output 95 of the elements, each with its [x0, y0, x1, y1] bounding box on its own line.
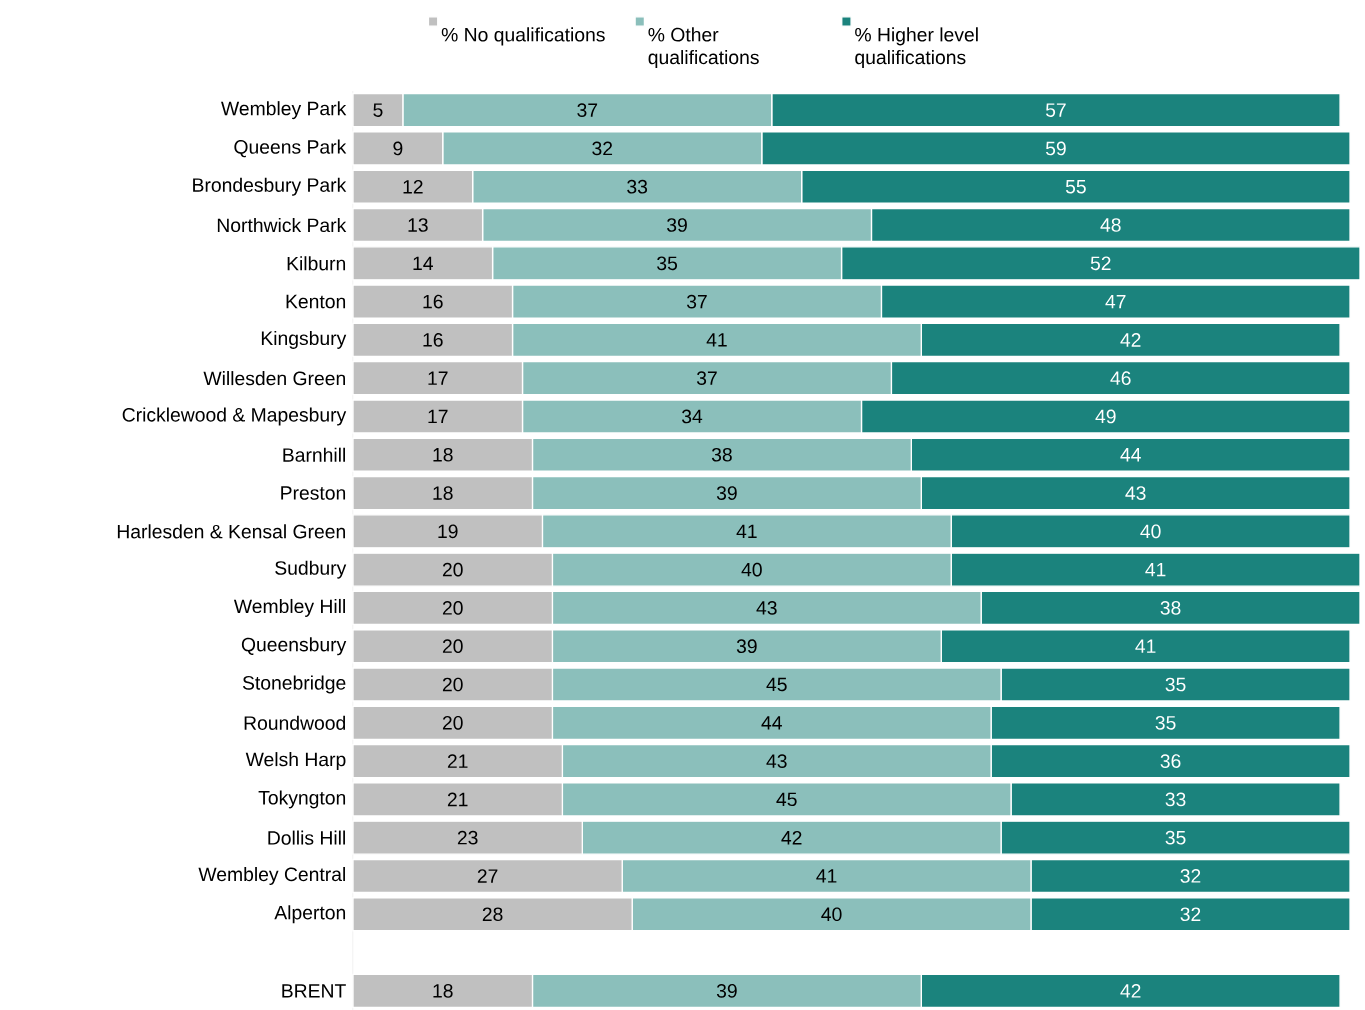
data-label: 44	[1120, 448, 1141, 462]
y-tick-label: Dollis Hill	[268, 830, 345, 845]
data-label: 42	[1120, 984, 1141, 998]
data-label: 41	[816, 869, 837, 883]
data-label: 21	[447, 792, 468, 807]
data-label: 43	[1125, 486, 1146, 500]
data-label: 44	[761, 716, 782, 730]
data-label: 38	[1160, 601, 1181, 615]
y-tick-label: Kingsbury	[261, 330, 347, 349]
y-tick-label: Welsh Harp	[245, 752, 346, 771]
data-label: 21	[447, 754, 468, 768]
data-label: 12	[403, 179, 423, 194]
data-label: 43	[756, 601, 777, 615]
y-tick-label: Wembley Park	[221, 101, 347, 120]
data-label: 38	[711, 447, 732, 462]
data-label: 16	[423, 294, 443, 309]
data-label: 40	[741, 562, 762, 577]
y-tick-label: Willesden Green	[203, 371, 345, 386]
data-label: 13	[408, 218, 428, 232]
data-label: 39	[667, 218, 687, 232]
legend-label: % Higher level qualifications	[855, 27, 978, 69]
y-tick-label: Tokyngton	[258, 790, 346, 809]
data-label: 5	[373, 103, 383, 117]
y-tick-label: Queensbury	[241, 637, 347, 656]
data-label: 45	[766, 677, 787, 692]
data-label: 35	[1165, 830, 1186, 845]
y-tick-label: Brondesbury Park	[193, 177, 347, 196]
data-label: 40	[1140, 524, 1161, 539]
y-tick-label: BRENT	[282, 984, 346, 998]
data-label: 39	[716, 486, 737, 500]
data-label: 20	[442, 639, 463, 654]
y-tick-label: Northwick Park	[217, 217, 347, 233]
data-label: 41	[706, 333, 727, 347]
data-label: 45	[776, 792, 797, 807]
data-label: 9	[393, 141, 403, 156]
data-label: 39	[716, 983, 737, 998]
y-tick-label: Cricklewood & Mapesbury	[122, 407, 347, 426]
y-tick-label: Preston	[281, 486, 346, 500]
y-tick-label: Stonebridge	[242, 675, 346, 694]
data-label: 20	[442, 562, 463, 577]
data-label: 32	[592, 141, 613, 156]
data-label: 43	[766, 754, 787, 768]
data-label: 20	[442, 677, 463, 692]
data-label: 48	[1100, 218, 1121, 232]
data-label: 49	[1095, 409, 1116, 424]
data-label: 18	[433, 486, 453, 500]
data-label: 17	[428, 409, 448, 424]
legend-label: % No qualifications	[441, 27, 605, 46]
data-label: 41	[736, 524, 757, 538]
data-label: 35	[1155, 715, 1176, 730]
data-label: 27	[477, 869, 498, 883]
data-label: 23	[457, 830, 478, 845]
data-label: 20	[442, 601, 463, 615]
y-tick-label: Roundwood	[244, 715, 346, 730]
data-label: 18	[433, 983, 453, 998]
data-label: 33	[1165, 792, 1186, 807]
data-label: 40	[821, 907, 842, 922]
data-label: 35	[657, 256, 678, 271]
data-label: 37	[696, 371, 717, 386]
data-label: 32	[1180, 869, 1201, 883]
data-label: 57	[1045, 103, 1066, 117]
data-label: 46	[1110, 371, 1131, 386]
data-label: 37	[686, 294, 707, 309]
data-label: 41	[1135, 639, 1156, 653]
data-label: 14	[413, 256, 433, 270]
y-tick-label: Kenton	[286, 294, 346, 309]
y-tick-label: Wembley Hill	[233, 598, 345, 617]
y-tick-label: Alperton	[274, 905, 346, 924]
data-label: 42	[781, 830, 802, 845]
data-label: 41	[1145, 562, 1166, 577]
y-tick-label: Harlesden & Kensal Green	[117, 524, 345, 539]
data-label: 35	[1165, 677, 1186, 692]
data-label: 32	[1180, 907, 1201, 922]
data-label: 34	[681, 409, 703, 424]
data-label: 36	[1160, 754, 1181, 768]
legend-label: % Other qualifications	[648, 27, 759, 69]
data-label: 17	[428, 371, 448, 385]
y-tick-label: Kilburn	[287, 256, 346, 271]
data-label: 37	[577, 103, 598, 117]
data-label: 55	[1065, 179, 1086, 194]
data-label: 52	[1090, 256, 1111, 271]
data-label: 16	[423, 333, 443, 347]
data-label: 18	[433, 447, 453, 462]
data-label: 33	[627, 179, 648, 194]
data-label: 59	[1045, 141, 1066, 156]
data-label: 42	[1120, 333, 1141, 347]
data-label: 39	[736, 639, 757, 654]
data-label: 28	[482, 907, 503, 922]
y-tick-label: Barnhill	[283, 447, 345, 462]
data-label: 47	[1105, 294, 1126, 309]
y-tick-label: Sudbury	[275, 560, 347, 579]
data-label: 19	[438, 524, 458, 539]
y-tick-label: Wembley Central	[198, 866, 345, 885]
data-label: 20	[442, 715, 463, 730]
y-tick-label: Queens Park	[234, 139, 347, 158]
